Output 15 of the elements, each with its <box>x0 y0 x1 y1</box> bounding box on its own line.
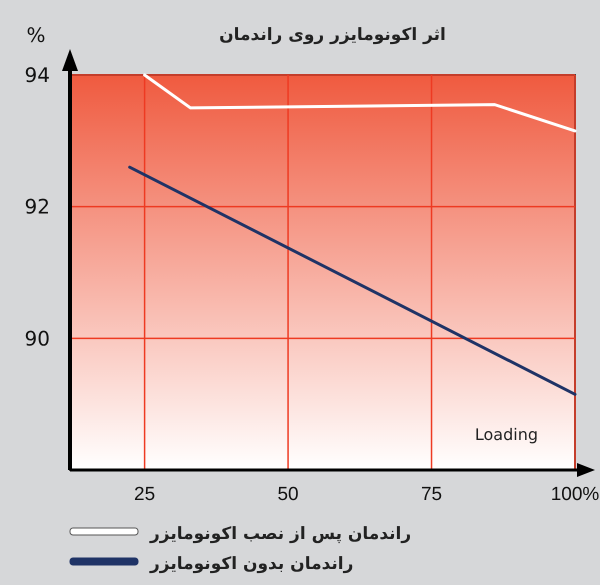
x-tick-label: 100% <box>550 484 600 505</box>
x-tick-label: 25 <box>134 484 156 505</box>
y-tick-label: 90 <box>24 326 50 350</box>
legend-item: راندمان بدون اکونومایزر <box>70 554 354 574</box>
y-tick-label: 94 <box>24 63 50 87</box>
x-tick-label: 75 <box>420 484 442 505</box>
y-axis-title: % <box>26 23 46 47</box>
y-tick-label: 92 <box>24 194 50 219</box>
line-series <box>143 74 576 132</box>
legend-label: راندمان پس از نصب اکونومایزر <box>149 524 412 544</box>
legend-label: راندمان بدون اکونومایزر <box>149 554 354 574</box>
legend-item: راندمان پس از نصب اکونومایزر <box>70 524 412 544</box>
x-tick-label: 50 <box>278 484 299 505</box>
chart-title: اثر اکونومایزر روی راندمان <box>219 25 446 45</box>
annotation: Loading <box>474 425 538 444</box>
